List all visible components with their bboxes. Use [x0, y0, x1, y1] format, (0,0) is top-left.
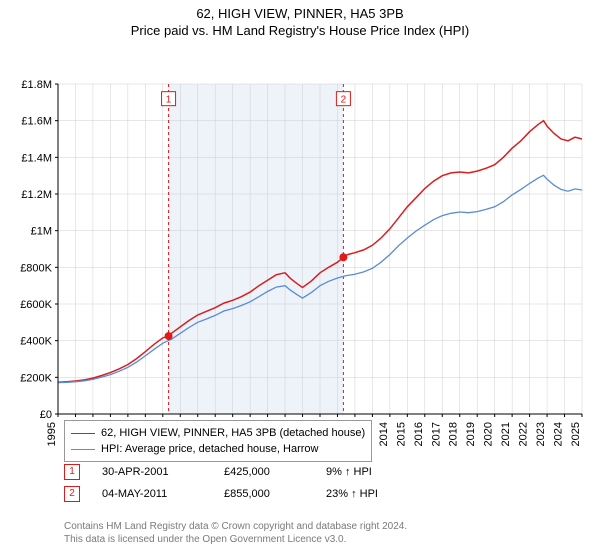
chart-area: £0 £200K £400K £600K £800K £1M £1.2M £1.4M £1.6M…: [0, 38, 600, 458]
svg-text:1: 1: [166, 95, 172, 106]
chart-title: 62, HIGH VIEW, PINNER, HA5 3PB: [0, 0, 600, 21]
transaction-price: £425,000: [224, 466, 304, 478]
svg-text:£600K: £600K: [20, 299, 52, 311]
svg-text:£200K: £200K: [20, 372, 52, 384]
transaction-row: 2 04-MAY-2011 £855,000 23% ↑ HPI: [64, 486, 378, 502]
legend-row-price-paid: 62, HIGH VIEW, PINNER, HA5 3PB (detached…: [71, 425, 365, 441]
footer-attribution: Contains HM Land Registry data © Crown c…: [64, 520, 407, 546]
svg-text:£0: £0: [40, 409, 52, 421]
svg-text:1995: 1995: [46, 422, 58, 446]
transaction-marker: 1: [64, 464, 80, 480]
svg-text:2023: 2023: [535, 422, 547, 446]
transaction-delta: 23% ↑ HPI: [326, 488, 378, 500]
transaction-delta: 9% ↑ HPI: [326, 466, 372, 478]
svg-text:£1.2M: £1.2M: [21, 189, 52, 201]
svg-text:£400K: £400K: [20, 336, 52, 348]
transaction-marker: 2: [64, 486, 80, 502]
svg-text:2: 2: [341, 95, 347, 106]
footer-line: This data is licensed under the Open Gov…: [64, 533, 407, 546]
svg-text:£1.8M: £1.8M: [21, 79, 52, 91]
svg-text:£800K: £800K: [20, 262, 52, 274]
legend-swatch: [71, 433, 95, 434]
legend-label: HPI: Average price, detached house, Harr…: [101, 441, 318, 457]
svg-text:£1M: £1M: [31, 226, 52, 238]
legend-label: 62, HIGH VIEW, PINNER, HA5 3PB (detached…: [101, 425, 365, 441]
svg-text:2024: 2024: [553, 422, 565, 446]
svg-text:£1.6M: £1.6M: [21, 116, 52, 128]
legend-box: 62, HIGH VIEW, PINNER, HA5 3PB (detached…: [64, 420, 372, 462]
svg-text:2025: 2025: [570, 422, 582, 446]
arrow-up-icon: ↑: [351, 488, 357, 500]
svg-text:2017: 2017: [430, 422, 442, 446]
legend-swatch: [71, 449, 95, 450]
transaction-row: 1 30-APR-2001 £425,000 9% ↑ HPI: [64, 464, 378, 480]
legend-row-hpi: HPI: Average price, detached house, Harr…: [71, 441, 365, 457]
transaction-price: £855,000: [224, 488, 304, 500]
transaction-date: 30-APR-2001: [102, 466, 202, 478]
chart-subtitle: Price paid vs. HM Land Registry's House …: [0, 21, 600, 38]
svg-text:2014: 2014: [378, 422, 390, 446]
svg-text:2018: 2018: [448, 422, 460, 446]
footer-line: Contains HM Land Registry data © Crown c…: [64, 520, 407, 533]
svg-text:2016: 2016: [413, 422, 425, 446]
svg-text:2020: 2020: [483, 422, 495, 446]
svg-text:2021: 2021: [500, 422, 512, 446]
arrow-up-icon: ↑: [345, 466, 351, 478]
transaction-date: 04-MAY-2011: [102, 488, 202, 500]
svg-text:2019: 2019: [465, 422, 477, 446]
transactions-block: 1 30-APR-2001 £425,000 9% ↑ HPI 2 04-MAY…: [64, 464, 378, 508]
svg-text:2015: 2015: [395, 422, 407, 446]
svg-text:2022: 2022: [518, 422, 530, 446]
svg-text:£1.4M: £1.4M: [21, 152, 52, 164]
